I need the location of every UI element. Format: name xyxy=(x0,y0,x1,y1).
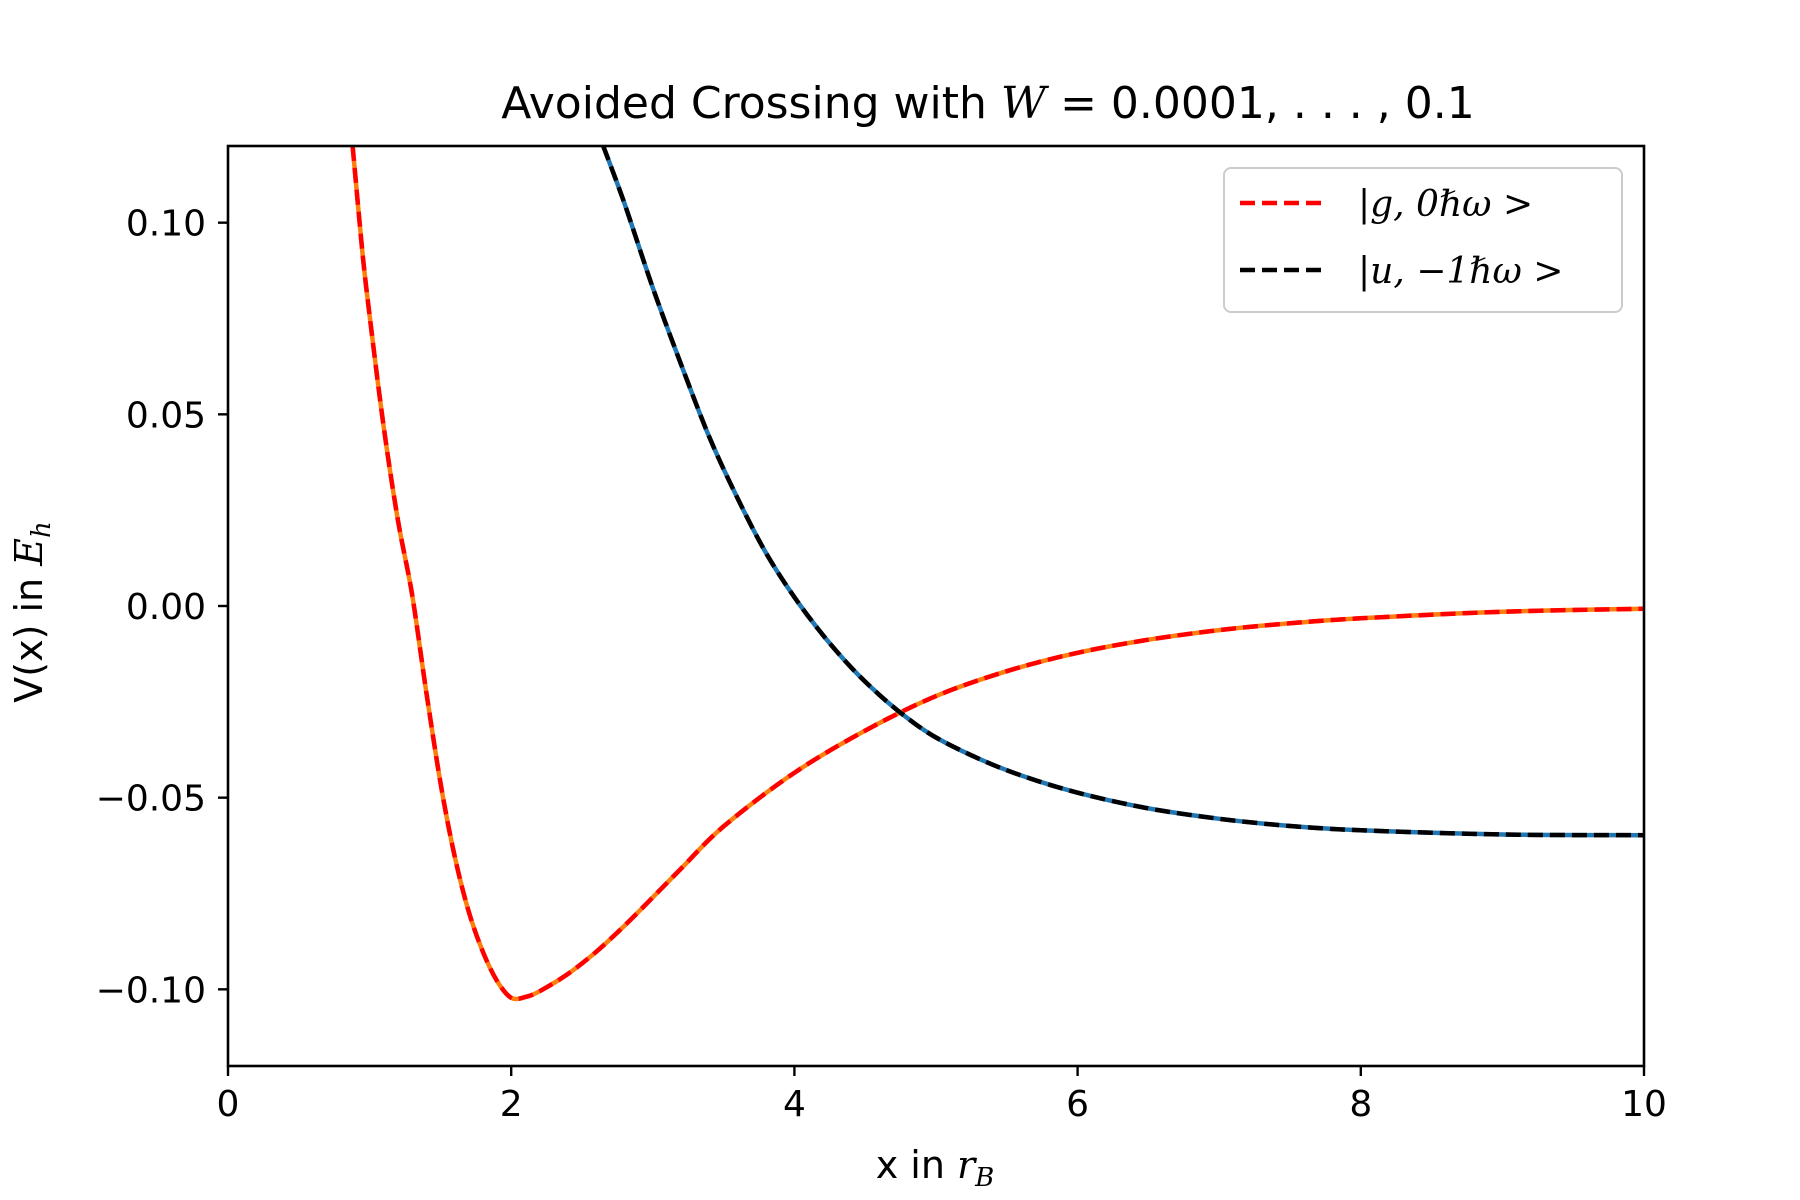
y-axis-label-var: E xyxy=(7,538,51,567)
x-tick-label: 10 xyxy=(1621,1084,1667,1125)
legend-label-excited-state: |u, −1ℏω > xyxy=(1358,251,1563,292)
y-tick-label: 0.05 xyxy=(126,395,206,436)
y-tick-label: 0.00 xyxy=(126,587,206,628)
title-variable: W xyxy=(1001,78,1050,129)
x-axis-label-text: x in xyxy=(876,1143,957,1187)
chart-title: Avoided Crossing with W = 0.0001, . . . … xyxy=(501,78,1474,129)
title-suffix: = 0.0001, . . . , 0.1 xyxy=(1046,78,1475,129)
x-tick-label: 2 xyxy=(500,1084,523,1125)
x-tick-label: 4 xyxy=(783,1084,806,1125)
x-tick-label: 8 xyxy=(1349,1084,1372,1125)
x-axis-label-var: r xyxy=(957,1143,978,1187)
x-axis-label: x in rB xyxy=(876,1143,995,1193)
y-axis-label-text: V(x) in xyxy=(7,566,51,703)
x-tick-label: 0 xyxy=(217,1084,240,1125)
y-tick-label: 0.10 xyxy=(126,204,206,245)
legend-label-ground-state: |g, 0ℏω > xyxy=(1358,184,1533,225)
x-axis-label-sub: B xyxy=(974,1163,994,1193)
axis-ticks: 0 2 4 6 8 10 −0.10 −0.05 0.00 0.05 0.10 xyxy=(96,204,1667,1125)
legend-box xyxy=(1223,167,1623,313)
y-tick-label: −0.05 xyxy=(96,779,206,820)
series-line-0 xyxy=(350,146,1644,1002)
plot-frame xyxy=(226,144,1646,1068)
y-axis-label: V(x) in Eh xyxy=(7,521,57,702)
plot-lines xyxy=(350,146,1644,1002)
series-line-1 xyxy=(601,146,1644,838)
title-prefix: Avoided Crossing with xyxy=(501,78,1001,129)
x-tick-label: 6 xyxy=(1066,1084,1089,1125)
y-axis-label-sub: h xyxy=(27,521,57,538)
legend: |g, 0ℏω > |u, −1ℏω > xyxy=(1223,167,1623,313)
y-tick-label: −0.10 xyxy=(96,970,206,1011)
